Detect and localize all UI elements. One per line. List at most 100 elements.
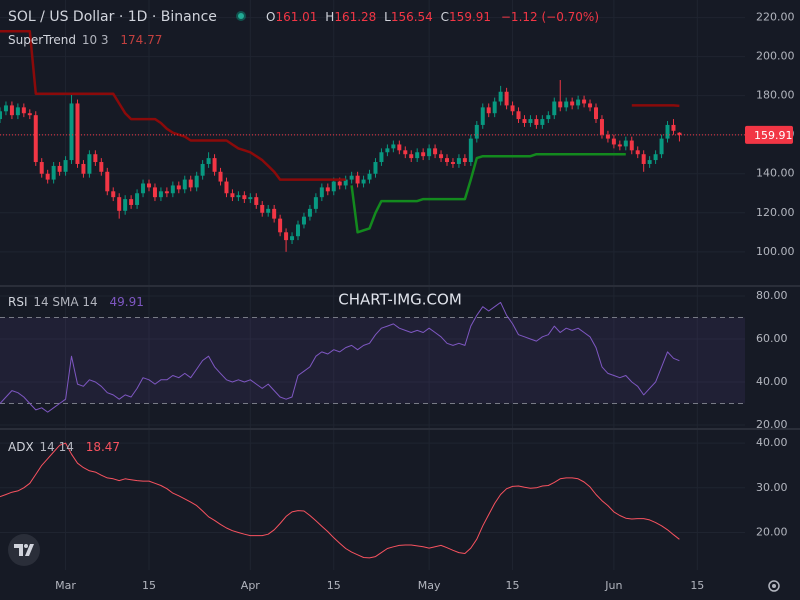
x-tick-label: Jun (604, 579, 622, 592)
candle-body (307, 208, 312, 217)
candle-body (528, 119, 533, 123)
candle-body (135, 193, 140, 205)
ohlc-value: 159.91 (449, 10, 491, 24)
candle-body (45, 173, 50, 180)
candle-body (3, 105, 8, 112)
candle-body (212, 158, 217, 172)
candle-body (206, 158, 211, 164)
candle-body (349, 175, 354, 180)
watermark: CHART-IMG.COM (338, 291, 462, 309)
candle-body (409, 154, 414, 159)
candle-body (278, 218, 283, 233)
candle-body (290, 236, 295, 241)
supertrend-up (350, 152, 626, 234)
candle-body (254, 197, 259, 205)
candle-body (594, 107, 598, 120)
x-tick-label: Apr (241, 579, 261, 592)
indicator-value: 174.77 (120, 33, 162, 47)
candle-body (599, 119, 604, 135)
ohlc-value: 156.54 (391, 10, 433, 24)
candle-body (361, 179, 366, 184)
candle-body (301, 216, 306, 225)
x-tick-label: 15 (142, 579, 156, 592)
candle-body (99, 162, 104, 172)
y-tick-label: 20.00 (756, 418, 788, 431)
candle-body (647, 160, 652, 164)
candle-body (21, 107, 26, 114)
candle-body (379, 152, 384, 163)
candle-body (224, 181, 229, 194)
candle-body (123, 199, 128, 211)
candle-body (373, 162, 378, 174)
candle-body (93, 154, 98, 163)
candle-body (480, 107, 485, 125)
candle-body (313, 197, 318, 209)
candle-body (415, 152, 420, 159)
symbol-title: SOL / US Dollar · 1D · Binance (8, 9, 217, 25)
ohlc-label: C (441, 10, 449, 24)
change: −1.12 (−0.70%) (501, 10, 599, 24)
candle-body (81, 163, 86, 174)
candle-body (176, 185, 181, 190)
plot-area (0, 0, 745, 570)
candle-body (665, 124, 670, 139)
y-tick-label: 20.00 (756, 525, 788, 538)
last-price-box (745, 125, 793, 144)
x-tick-label: 15 (690, 579, 704, 592)
last-price-label: 159.91 (754, 129, 793, 142)
indicator-value: 18.47 (86, 440, 120, 454)
indicator-name: SuperTrend (8, 33, 76, 47)
candle-body (129, 199, 134, 205)
indicator-name: ADX (8, 440, 34, 454)
candle-body (87, 154, 92, 174)
candle-body (170, 185, 175, 194)
candle-body (63, 160, 68, 172)
candle-body (27, 113, 32, 116)
ohlc-label: O (266, 10, 275, 24)
candle-body (611, 138, 616, 145)
y-tick-label: 40.00 (756, 375, 788, 388)
candle-body (439, 154, 444, 159)
ohlc-label: H (325, 10, 334, 24)
candle-body (552, 101, 557, 116)
candle-body (51, 165, 56, 180)
candle-body (105, 171, 110, 192)
candle-body (284, 232, 289, 241)
candle-body (623, 140, 628, 147)
candle-body (15, 107, 20, 116)
candle-body (75, 103, 80, 164)
supertrend-legend: SuperTrend 10 3 174.77 (8, 33, 162, 47)
y-tick-label: 60.00 (756, 332, 788, 345)
ohlc-value: 161.28 (334, 10, 376, 24)
adx-legend: ADX 14 14 18.47 (8, 440, 120, 454)
candle-body (367, 173, 372, 180)
y-tick-label: 220.00 (756, 11, 795, 24)
candle-body (492, 101, 497, 114)
x-tick-label: May (418, 579, 441, 592)
candle-body (617, 144, 622, 147)
candle-body (325, 187, 330, 192)
candle-body (522, 119, 527, 123)
supertrend-down (0, 29, 346, 181)
candle-body (337, 181, 342, 186)
settings-icon[interactable] (768, 580, 780, 592)
candle-body (486, 107, 491, 114)
x-tick-label: Mar (55, 579, 76, 592)
candle-body (57, 165, 62, 172)
candle-body (218, 171, 223, 182)
candle-body (194, 175, 199, 188)
candle-body (588, 103, 593, 108)
candle-body (671, 124, 676, 131)
candle-body (456, 158, 461, 164)
candle-body (260, 204, 265, 213)
candle-body (385, 148, 390, 153)
candle-body (474, 124, 479, 139)
candle-body (576, 99, 581, 106)
rsi-line (0, 301, 680, 413)
y-tick-label: 120.00 (756, 206, 795, 219)
supertrend-down (631, 104, 680, 108)
candle-body (343, 179, 348, 186)
candle-body (564, 101, 569, 108)
x-tick-label: 15 (327, 579, 341, 592)
